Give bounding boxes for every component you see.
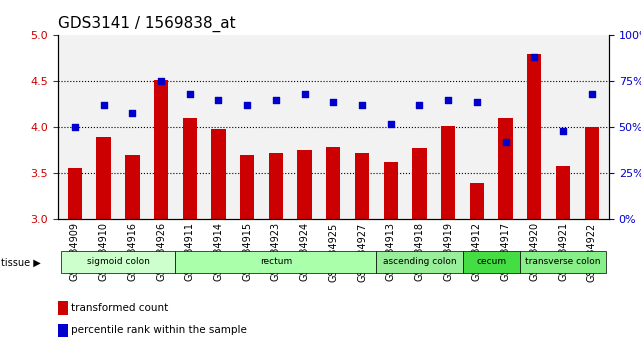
- Point: [127, 110, 137, 115]
- Text: sigmoid colon: sigmoid colon: [87, 257, 149, 267]
- Bar: [585, 127, 599, 219]
- Bar: [412, 148, 427, 219]
- Bar: [212, 129, 226, 219]
- Bar: [297, 150, 312, 219]
- Bar: [125, 155, 140, 219]
- Bar: [240, 155, 254, 219]
- Bar: [326, 147, 340, 219]
- Point: [299, 91, 310, 97]
- Bar: [463, 251, 520, 273]
- Text: ascending colon: ascending colon: [383, 257, 456, 267]
- Text: percentile rank within the sample: percentile rank within the sample: [71, 325, 247, 336]
- Bar: [58, 301, 67, 315]
- Bar: [556, 166, 570, 219]
- Point: [213, 97, 224, 103]
- Point: [501, 139, 511, 145]
- Point: [386, 121, 396, 127]
- Text: rectum: rectum: [260, 257, 292, 267]
- Bar: [269, 153, 283, 219]
- Point: [185, 91, 195, 97]
- Bar: [355, 153, 369, 219]
- Bar: [383, 162, 398, 219]
- Bar: [60, 251, 176, 273]
- Text: transverse colon: transverse colon: [525, 257, 601, 267]
- Bar: [183, 118, 197, 219]
- Text: cecum: cecum: [476, 257, 506, 267]
- Point: [271, 97, 281, 103]
- Text: transformed count: transformed count: [71, 303, 169, 313]
- Point: [443, 97, 453, 103]
- Point: [558, 128, 568, 134]
- Bar: [441, 126, 455, 219]
- Text: tissue ▶: tissue ▶: [1, 258, 41, 268]
- Bar: [58, 324, 67, 337]
- Point: [156, 79, 166, 84]
- Point: [70, 125, 80, 130]
- Point: [472, 99, 482, 104]
- Bar: [376, 251, 463, 273]
- Point: [99, 103, 109, 108]
- Bar: [499, 118, 513, 219]
- Point: [529, 55, 540, 60]
- Point: [587, 91, 597, 97]
- Point: [357, 103, 367, 108]
- Bar: [154, 80, 168, 219]
- Point: [414, 103, 424, 108]
- Point: [328, 99, 338, 104]
- Bar: [470, 183, 484, 219]
- Bar: [520, 251, 606, 273]
- Text: GDS3141 / 1569838_at: GDS3141 / 1569838_at: [58, 16, 235, 32]
- Bar: [527, 54, 542, 219]
- Bar: [68, 168, 82, 219]
- Point: [242, 103, 253, 108]
- Bar: [176, 251, 376, 273]
- Bar: [96, 137, 111, 219]
